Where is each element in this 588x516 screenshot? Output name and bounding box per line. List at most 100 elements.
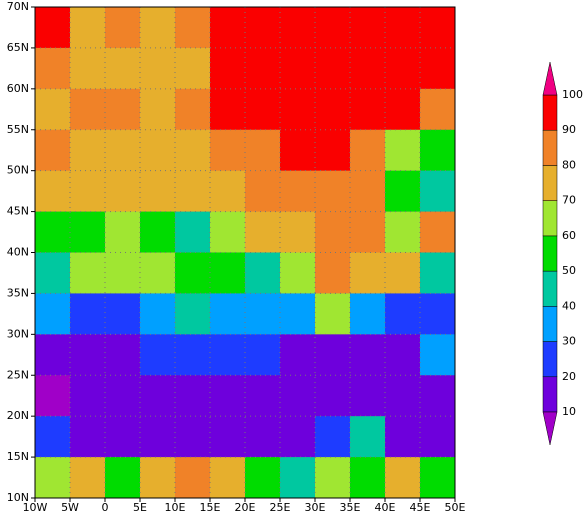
x-tick-label: 5W: [61, 501, 79, 514]
field-cell: [315, 88, 351, 131]
field-cell: [315, 170, 351, 213]
field-cell: [175, 252, 211, 294]
field-cell: [385, 7, 421, 49]
field-cell: [350, 7, 386, 49]
field-cell: [315, 334, 351, 376]
y-tick-label: 50N: [7, 164, 29, 177]
field-cell: [105, 7, 141, 49]
field-cell: [315, 416, 351, 458]
field-cell: [245, 252, 281, 294]
colorbar-label: 30: [562, 335, 576, 348]
y-tick-label: 70N: [7, 0, 29, 13]
field-cell: [210, 47, 246, 90]
x-tick-label: 25E: [270, 501, 291, 514]
field-cell: [140, 334, 176, 376]
field-cell: [70, 47, 106, 90]
field-cell: [385, 47, 421, 90]
y-tick-label: 65N: [7, 41, 29, 54]
field-cell: [140, 7, 176, 49]
field-cell: [385, 88, 421, 131]
x-tick-label: 30E: [305, 501, 326, 514]
field-cell: [420, 88, 456, 131]
y-tick-label: 40N: [7, 246, 29, 259]
field-cell: [385, 375, 421, 417]
field-cell: [140, 47, 176, 90]
colorbar-label: 20: [562, 370, 576, 383]
field-cell: [175, 293, 211, 335]
field-cell: [140, 293, 176, 335]
field-cell: [105, 211, 141, 253]
field-cell: [245, 457, 281, 499]
field-cell: [175, 7, 211, 49]
field-cell: [420, 334, 456, 376]
field-cell: [350, 47, 386, 90]
field-cell: [245, 88, 281, 131]
field-cell: [70, 211, 106, 253]
field-cell: [70, 252, 106, 294]
field-cell: [35, 334, 71, 376]
field-cell: [140, 211, 176, 253]
field-cell: [140, 416, 176, 458]
field-cell: [105, 129, 141, 172]
field-cell: [175, 170, 211, 213]
field-cell: [140, 129, 176, 172]
field-cell: [175, 211, 211, 253]
field-cell: [245, 129, 281, 172]
field-cell: [210, 293, 246, 335]
field-cell: [280, 211, 316, 253]
colorbar-segment: [542, 235, 558, 272]
field-cell: [35, 375, 71, 417]
y-tick-label: 10N: [7, 491, 29, 504]
x-tick-label: 35E: [340, 501, 361, 514]
field-cell: [70, 334, 106, 376]
field-cell: [210, 375, 246, 417]
field-cell: [420, 293, 456, 335]
field-cell: [70, 375, 106, 417]
colorbar-high: [542, 61, 558, 96]
field-cell: [420, 416, 456, 458]
field-cell: [350, 170, 386, 213]
field-cell: [385, 211, 421, 253]
field-cell: [35, 293, 71, 335]
field-cell: [140, 170, 176, 213]
field-cell: [35, 47, 71, 90]
x-tick-label: 45E: [410, 501, 431, 514]
field-cell: [105, 170, 141, 213]
colorbar-label: 60: [562, 229, 576, 242]
field-cell: [210, 7, 246, 49]
field-cell: [105, 457, 141, 499]
field-cell: [175, 457, 211, 499]
field-cell: [350, 375, 386, 417]
field-cell: [140, 88, 176, 131]
field-cell: [70, 7, 106, 49]
field-cell: [280, 7, 316, 49]
colorbar-label: 50: [562, 264, 576, 277]
field-cell: [210, 211, 246, 253]
field-cell: [35, 416, 71, 458]
field-cell: [350, 211, 386, 253]
field-cell: [385, 129, 421, 172]
field-cell: [315, 211, 351, 253]
field-cell: [210, 88, 246, 131]
field-cell: [420, 211, 456, 253]
x-tick-label: 40E: [375, 501, 396, 514]
field-cell: [385, 252, 421, 294]
field-cell: [315, 457, 351, 499]
field-cell: [105, 88, 141, 131]
y-tick-label: 60N: [7, 82, 29, 95]
field-cell: [210, 129, 246, 172]
y-tick-label: 45N: [7, 205, 29, 218]
field-cell: [70, 457, 106, 499]
y-tick-label: 35N: [7, 286, 29, 299]
field-cell: [175, 375, 211, 417]
colorbar-segment: [542, 376, 558, 413]
field-cell: [35, 211, 71, 253]
field-cell: [35, 457, 71, 499]
x-tick-label: 50E: [445, 501, 466, 514]
field-cell: [105, 375, 141, 417]
field-cell: [280, 47, 316, 90]
field-cell: [350, 334, 386, 376]
field-cell: [210, 334, 246, 376]
colorbar-low: [542, 411, 558, 446]
